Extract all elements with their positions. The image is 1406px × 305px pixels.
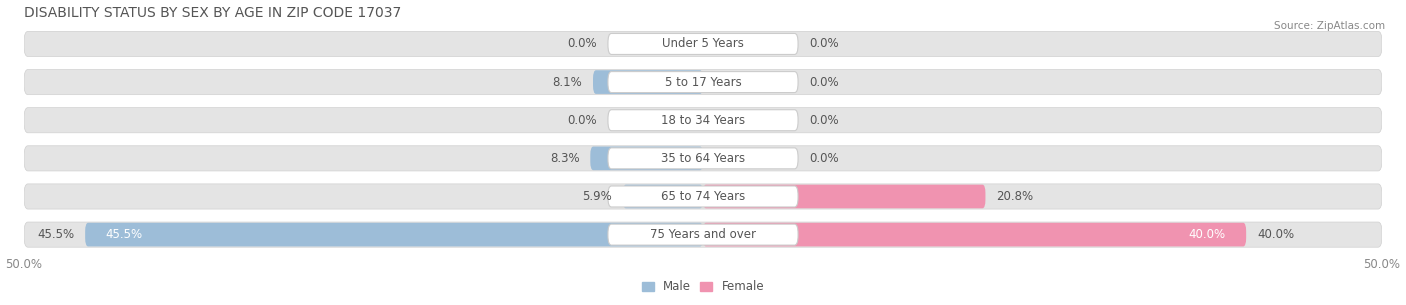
Text: 5 to 17 Years: 5 to 17 Years — [665, 76, 741, 88]
Text: 45.5%: 45.5% — [37, 228, 75, 241]
Text: Under 5 Years: Under 5 Years — [662, 38, 744, 50]
FancyBboxPatch shape — [24, 184, 1382, 209]
Text: DISABILITY STATUS BY SEX BY AGE IN ZIP CODE 17037: DISABILITY STATUS BY SEX BY AGE IN ZIP C… — [24, 5, 401, 20]
FancyBboxPatch shape — [591, 146, 703, 170]
Text: 18 to 34 Years: 18 to 34 Years — [661, 114, 745, 127]
FancyBboxPatch shape — [607, 224, 799, 245]
FancyBboxPatch shape — [593, 70, 703, 94]
Text: 35 to 64 Years: 35 to 64 Years — [661, 152, 745, 165]
Text: 45.5%: 45.5% — [105, 228, 142, 241]
FancyBboxPatch shape — [703, 185, 986, 208]
FancyBboxPatch shape — [607, 148, 799, 169]
Text: 0.0%: 0.0% — [808, 76, 838, 88]
FancyBboxPatch shape — [24, 146, 1382, 171]
Text: 20.8%: 20.8% — [997, 190, 1033, 203]
FancyBboxPatch shape — [24, 70, 1382, 95]
Text: 0.0%: 0.0% — [808, 152, 838, 165]
Text: 0.0%: 0.0% — [568, 114, 598, 127]
Text: 0.0%: 0.0% — [808, 114, 838, 127]
Text: 40.0%: 40.0% — [1257, 228, 1294, 241]
Text: 40.0%: 40.0% — [1188, 228, 1226, 241]
Text: 0.0%: 0.0% — [808, 38, 838, 50]
FancyBboxPatch shape — [24, 222, 1382, 247]
Text: Source: ZipAtlas.com: Source: ZipAtlas.com — [1274, 21, 1385, 31]
FancyBboxPatch shape — [607, 110, 799, 131]
FancyBboxPatch shape — [24, 108, 1382, 133]
FancyBboxPatch shape — [86, 223, 703, 246]
Text: 8.3%: 8.3% — [550, 152, 579, 165]
FancyBboxPatch shape — [607, 186, 799, 207]
FancyBboxPatch shape — [607, 72, 799, 93]
FancyBboxPatch shape — [623, 185, 703, 208]
FancyBboxPatch shape — [24, 31, 1382, 56]
Text: 0.0%: 0.0% — [568, 38, 598, 50]
Text: 75 Years and over: 75 Years and over — [650, 228, 756, 241]
Text: 5.9%: 5.9% — [582, 190, 612, 203]
FancyBboxPatch shape — [607, 34, 799, 54]
Legend: Male, Female: Male, Female — [637, 276, 769, 298]
FancyBboxPatch shape — [703, 223, 1246, 246]
Text: 65 to 74 Years: 65 to 74 Years — [661, 190, 745, 203]
Text: 8.1%: 8.1% — [553, 76, 582, 88]
